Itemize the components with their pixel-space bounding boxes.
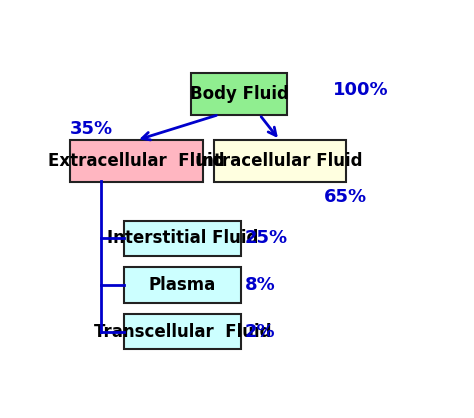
Text: 35%: 35% (70, 120, 113, 138)
FancyBboxPatch shape (124, 268, 241, 303)
Text: Extracellular  Fluid: Extracellular Fluid (48, 152, 225, 170)
Text: 2%: 2% (245, 323, 275, 341)
Text: Interstitial Fluid: Interstitial Fluid (107, 229, 258, 247)
Text: Transcellular  Fluid: Transcellular Fluid (93, 323, 271, 341)
FancyBboxPatch shape (213, 140, 346, 182)
Text: Body Fluid: Body Fluid (190, 84, 289, 102)
Text: 8%: 8% (245, 276, 275, 294)
Text: 65%: 65% (324, 188, 367, 206)
FancyBboxPatch shape (124, 314, 241, 349)
FancyBboxPatch shape (191, 73, 287, 115)
Text: Intracellular Fluid: Intracellular Fluid (196, 152, 363, 170)
Text: 100%: 100% (333, 82, 389, 99)
Text: Plasma: Plasma (149, 276, 216, 294)
Text: 25%: 25% (245, 229, 288, 247)
FancyBboxPatch shape (124, 221, 241, 256)
FancyBboxPatch shape (70, 140, 202, 182)
